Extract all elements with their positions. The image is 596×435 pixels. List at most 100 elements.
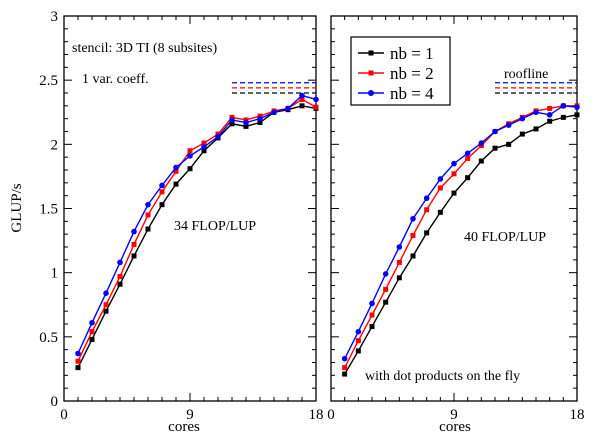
right-point-nb2 [465, 155, 471, 161]
left-point-nb1 [173, 181, 179, 187]
right-point-nb4 [382, 271, 389, 277]
left-point-nb2 [201, 140, 207, 146]
left-point-nb4 [257, 115, 263, 122]
right-point-nb2 [383, 286, 389, 292]
right-point-nb4 [533, 109, 539, 116]
right-x-tick-label: 18 [570, 407, 585, 423]
right-chart-panel: 0 9 18 roofline 40 FLOP/LUP with dot produ… [327, 15, 585, 423]
legend-marker-nb2 [368, 70, 374, 76]
legend-label-nb2: nb = 2 [390, 64, 434, 83]
right-x-tick-label: 9 [450, 407, 458, 423]
left-annotation-stencil: stencil: 3D TI (8 subsites) [72, 41, 218, 56]
right-point-nb1 [547, 118, 553, 124]
left-series-line-nb1 [77, 105, 317, 368]
left-point-nb4 [271, 109, 277, 116]
right-point-nb1 [574, 112, 580, 118]
right-point-nb1 [451, 190, 457, 196]
left-point-nb4 [117, 259, 123, 266]
right-point-nb1 [533, 126, 539, 132]
right-point-nb2 [369, 312, 375, 318]
left-y-tick-label: 2 [51, 137, 59, 153]
left-point-nb1 [159, 202, 165, 208]
left-point-nb4 [215, 133, 221, 140]
right-point-nb4 [396, 244, 403, 250]
left-x-tick-label: 9 [186, 407, 194, 423]
right-point-nb1 [355, 348, 361, 354]
right-point-nb4 [560, 103, 567, 109]
right-point-nb4 [369, 300, 375, 307]
left-y-tick-label: 2.5 [39, 73, 58, 89]
x-axis-title-right: cores [439, 419, 471, 435]
right-point-nb4 [505, 122, 512, 128]
right-point-nb4 [355, 328, 362, 335]
left-point-nb1 [117, 281, 123, 287]
legend-label-nb1: nb = 1 [390, 44, 434, 63]
right-point-nb2 [342, 365, 348, 371]
left-point-nb2 [89, 329, 95, 335]
left-point-nb4 [103, 290, 109, 297]
right-point-nb1 [437, 209, 443, 215]
right-point-nb4 [451, 160, 457, 167]
right-point-nb4 [519, 115, 526, 122]
left-y-tick-label: 1 [51, 266, 59, 282]
right-x-tick-label: 0 [327, 407, 335, 423]
left-point-nb4 [201, 144, 207, 150]
right-point-nb1 [342, 371, 348, 377]
left-x-tick-label: 18 [309, 407, 324, 423]
left-point-nb4 [229, 117, 235, 123]
right-point-nb1 [519, 131, 525, 137]
right-point-nb4 [464, 150, 471, 157]
left-point-nb2 [103, 302, 109, 308]
right-point-nb2 [547, 105, 553, 111]
left-axis-ticks [63, 15, 317, 402]
right-point-nb1 [383, 299, 389, 305]
right-point-nb1 [396, 275, 402, 281]
right-point-nb4 [546, 112, 553, 118]
right-point-nb2 [410, 232, 416, 238]
right-annotation-dot-products: with dot products on the fly [365, 369, 520, 384]
right-point-nb2 [355, 338, 361, 344]
right-roofline-lines [495, 82, 577, 94]
right-point-nb1 [478, 158, 484, 164]
left-point-nb4 [299, 92, 305, 99]
left-point-nb2 [173, 168, 179, 174]
left-point-nb4 [173, 164, 179, 171]
left-point-nb2 [299, 96, 305, 102]
right-point-nb1 [506, 141, 512, 147]
left-point-nb4 [145, 201, 151, 208]
right-point-nb4 [492, 128, 498, 135]
right-point-nb4 [341, 355, 348, 362]
left-point-nb1 [89, 336, 95, 342]
right-point-nb2 [437, 185, 443, 191]
left-chart-panel: 0 9 18 0 0.5 1 1.5 2 2.5 3 stencil: 3D TI (8 subs… [39, 9, 323, 423]
left-point-nb1 [187, 166, 193, 172]
legend-marker-nb1 [368, 50, 374, 56]
right-annotation-roofline: roofline [504, 67, 548, 82]
left-point-nb2 [145, 212, 151, 218]
left-y-tick-label: 1.5 [39, 202, 58, 218]
left-point-nb1 [257, 120, 263, 126]
left-point-nb4 [285, 105, 291, 112]
legend-marker-nb4 [368, 90, 374, 96]
left-point-nb1 [299, 103, 305, 109]
right-point-nb2 [424, 207, 430, 213]
right-point-nb4 [410, 215, 416, 222]
right-point-nb4 [574, 104, 580, 110]
left-point-nb1 [243, 123, 249, 129]
right-point-nb1 [492, 145, 498, 151]
left-point-nb2 [187, 148, 193, 154]
left-point-nb4 [159, 182, 165, 189]
right-point-nb2 [396, 259, 402, 265]
left-point-nb4 [243, 119, 249, 126]
right-point-nb1 [369, 324, 375, 330]
left-point-nb1 [145, 226, 151, 232]
left-point-nb1 [229, 121, 235, 127]
y-axis-title: GLUP/s [9, 183, 25, 232]
right-series-group [341, 103, 580, 377]
left-point-nb1 [131, 253, 137, 259]
left-tick-labels: 0 9 18 0 0.5 1 1.5 2 2.5 3 [39, 9, 323, 423]
left-point-nb4 [131, 228, 137, 235]
left-point-nb2 [75, 358, 81, 364]
left-point-nb2 [313, 104, 319, 110]
